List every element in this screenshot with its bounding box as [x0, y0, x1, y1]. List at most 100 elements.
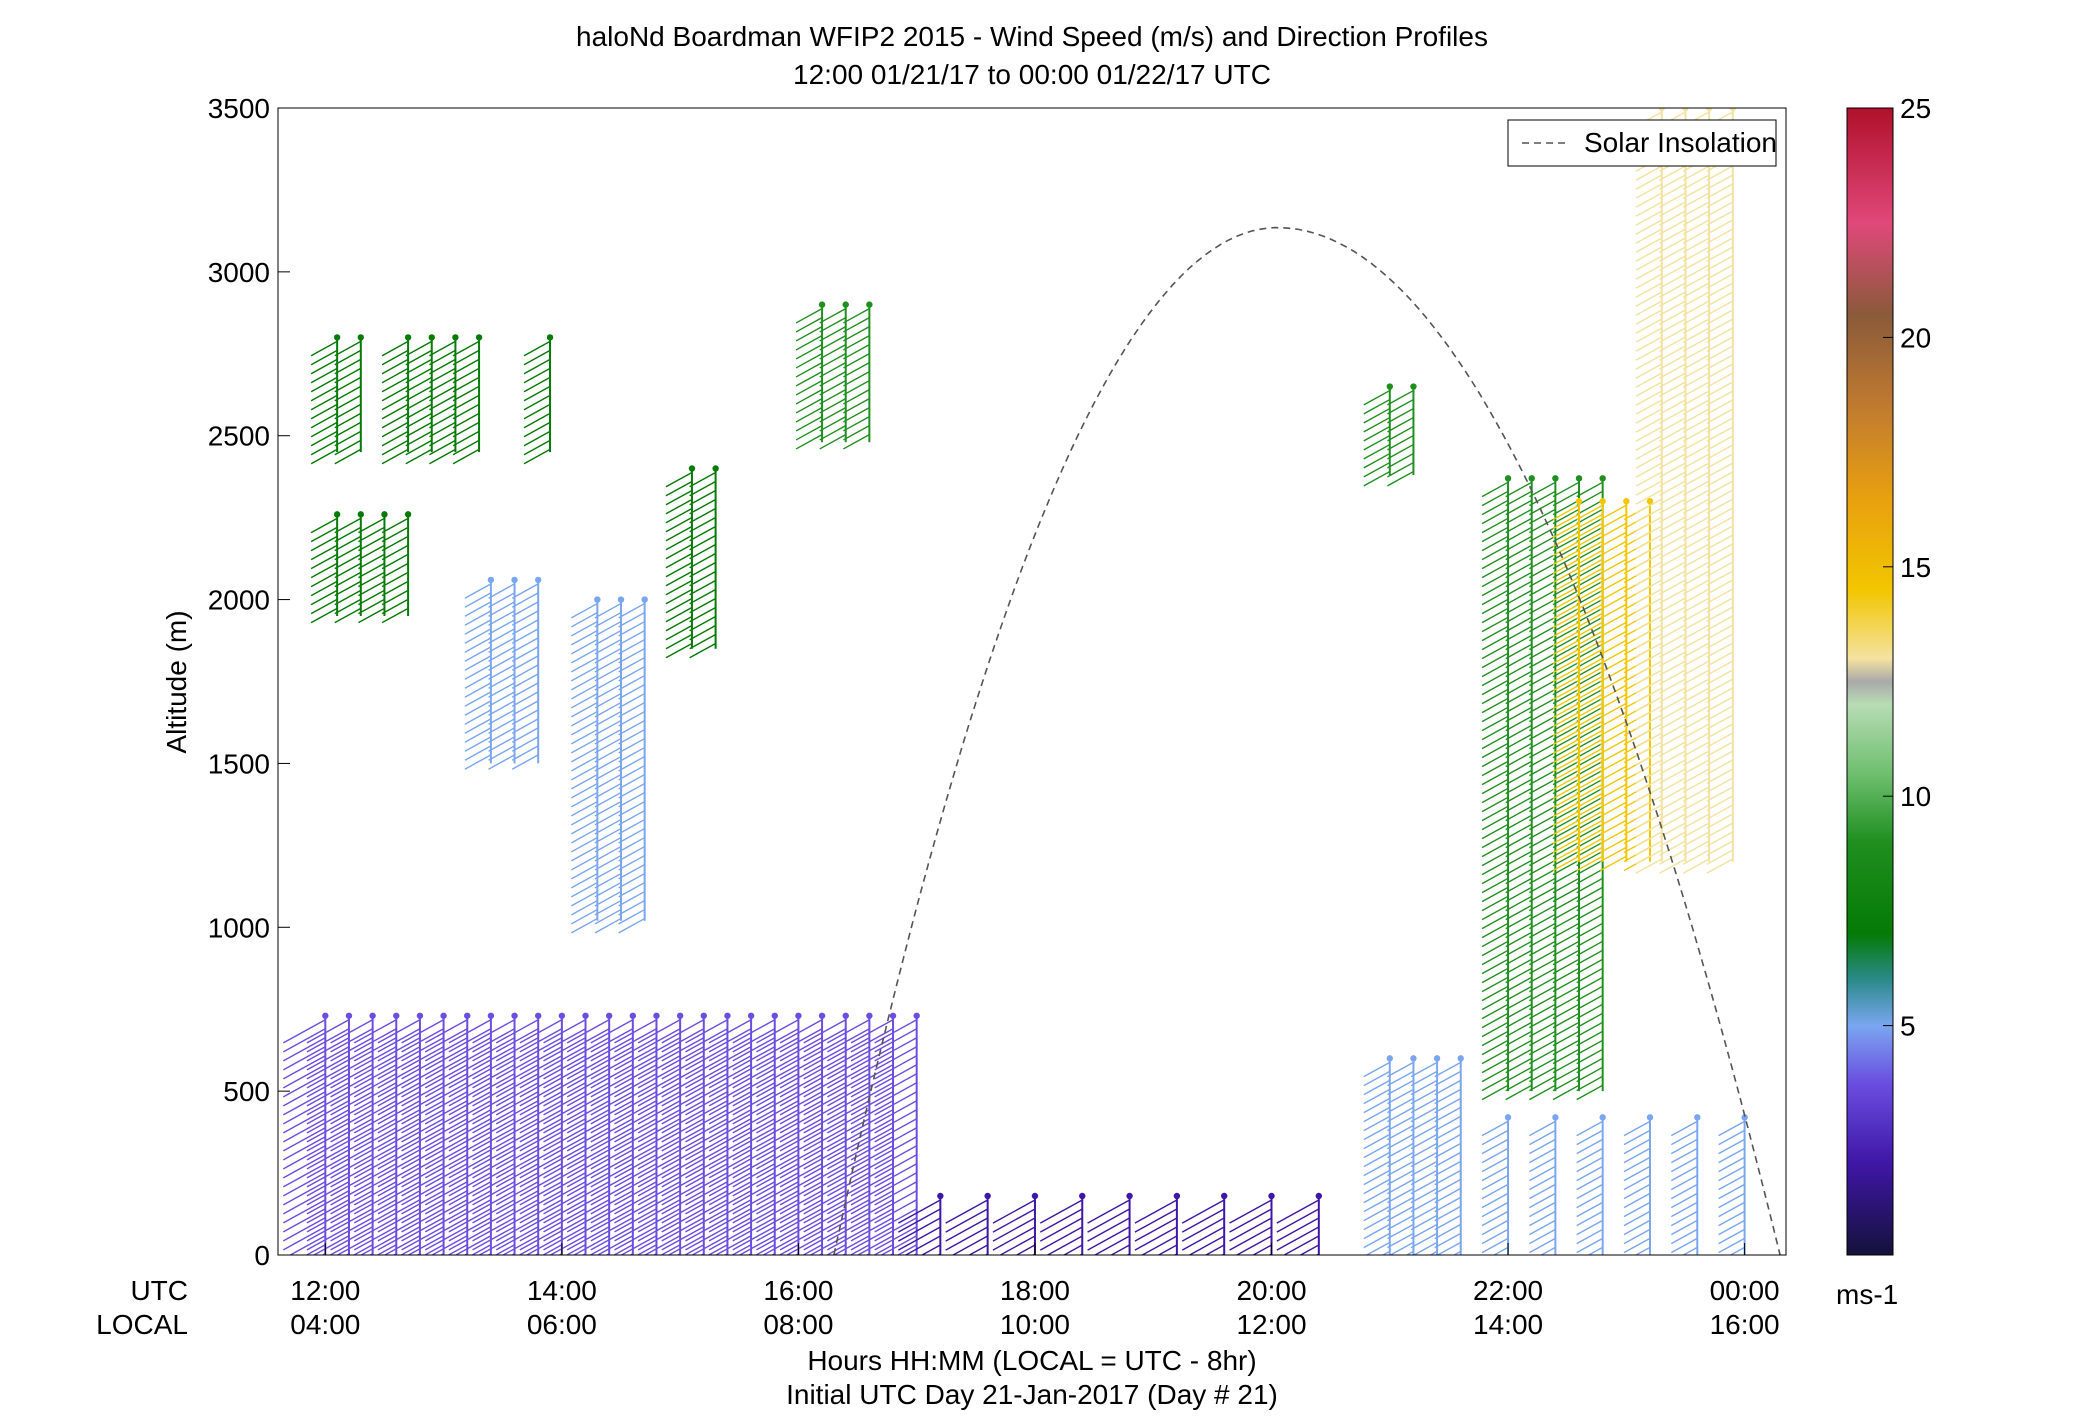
barb-feather: [448, 1019, 492, 1044]
barb-feather: [519, 1136, 563, 1161]
barb-feather: [1706, 174, 1734, 190]
barb-feather: [637, 1037, 681, 1062]
barb-feather: [447, 1244, 468, 1255]
barb-feather: [566, 1109, 610, 1134]
barb-feather: [1635, 597, 1663, 613]
barb-feather: [1481, 661, 1509, 678]
barb-feather: [945, 1217, 988, 1242]
barb-feather: [1635, 372, 1663, 388]
barb-feather: [795, 434, 823, 450]
barb-feather: [1481, 1201, 1509, 1218]
barb-feather: [1552, 594, 1580, 611]
barb-feather: [618, 800, 645, 817]
barb-feather: [310, 607, 338, 624]
x-tick-label-local: 12:00: [1236, 1309, 1306, 1340]
barb-feather: [1659, 858, 1686, 874]
barb-feather: [843, 335, 870, 351]
barb-feather: [1552, 868, 1580, 885]
barb-feather: [880, 1235, 918, 1255]
barb-feather: [1481, 1129, 1509, 1146]
barb-feather: [874, 1154, 918, 1179]
barb-feather: [1635, 822, 1663, 838]
barb-feather: [1706, 291, 1734, 307]
barb-feather: [843, 434, 870, 450]
barb-feather: [1670, 1201, 1698, 1218]
barb-feather: [452, 421, 480, 438]
barb-feather: [594, 692, 622, 709]
barb-dot: [747, 1012, 755, 1019]
barb-feather: [1505, 1075, 1533, 1092]
colorbar-gradient: [1846, 107, 1894, 1256]
barb-feather: [1552, 792, 1580, 809]
barb-feather: [310, 439, 338, 456]
barb-feather: [429, 358, 456, 375]
barb-feather: [1363, 407, 1391, 424]
barb-feather: [714, 1235, 752, 1255]
barb-feather: [1659, 561, 1686, 577]
barb-feather: [637, 1199, 681, 1224]
barb-feather: [1659, 399, 1686, 415]
barb-feather: [405, 349, 433, 366]
barb-feather: [330, 1082, 373, 1107]
barb-feather: [1576, 679, 1604, 696]
barb-feather: [1481, 805, 1509, 822]
barb-feather: [495, 1028, 539, 1053]
barb-feather: [1635, 849, 1663, 865]
barb-feather: [405, 430, 433, 447]
barb-feather: [571, 917, 598, 934]
barb-feather: [511, 700, 539, 716]
barb-feather: [590, 1073, 634, 1098]
barb-feather: [381, 535, 409, 552]
barb-dot: [1575, 475, 1583, 482]
barb-feather: [1481, 643, 1509, 660]
barb-dot: [1386, 1055, 1393, 1062]
barb-feather: [488, 601, 515, 617]
barb-feather: [282, 1100, 326, 1125]
barb-feather: [590, 1154, 634, 1179]
barb-feather: [1505, 715, 1533, 732]
barb-feather: [594, 809, 622, 826]
barb-feather: [685, 1091, 728, 1116]
barb-feather: [1635, 381, 1663, 397]
barb-feather: [1635, 453, 1663, 469]
barb-feather: [1505, 688, 1533, 705]
barb-feather: [571, 602, 598, 619]
barb-feather: [1505, 1021, 1533, 1038]
barb-dot: [1079, 1192, 1086, 1200]
barb-feather: [1552, 1003, 1580, 1020]
barb-feather: [1576, 778, 1604, 795]
barb-feather: [1635, 174, 1663, 190]
barb-feather: [1659, 453, 1686, 469]
barb-feather: [1552, 819, 1580, 836]
barb-feather: [464, 727, 492, 743]
barb-feather: [1682, 768, 1710, 784]
barb-feather: [803, 1145, 847, 1170]
barb-feather: [1706, 858, 1734, 874]
barb-feather: [665, 606, 693, 623]
barb-feather: [448, 1154, 492, 1179]
barb-feather: [511, 637, 539, 653]
barb-feather: [665, 615, 693, 632]
barb-feather: [1505, 841, 1533, 858]
barb-feather: [330, 1064, 373, 1089]
barb-feather: [282, 1109, 326, 1134]
barb-feather: [334, 571, 362, 588]
barb-feather: [448, 1109, 492, 1134]
barb-feather: [1706, 444, 1734, 460]
barb-feather: [1552, 1057, 1580, 1074]
barb-feather: [1706, 228, 1734, 244]
barb-feather: [1505, 481, 1533, 498]
barb-feather: [488, 646, 515, 662]
barb-feather: [1576, 1138, 1604, 1155]
barb-feather: [594, 602, 622, 619]
barb-feather: [1552, 598, 1580, 615]
barb-feather: [424, 1046, 468, 1071]
barb-feather: [614, 1082, 657, 1107]
barb-feather: [1706, 849, 1734, 865]
barb-feather: [495, 1163, 539, 1188]
barb-feather: [1706, 831, 1734, 847]
barb-feather: [1410, 1079, 1438, 1096]
barb-feather: [620, 1235, 657, 1255]
barb-feather: [1315, 1253, 1320, 1255]
